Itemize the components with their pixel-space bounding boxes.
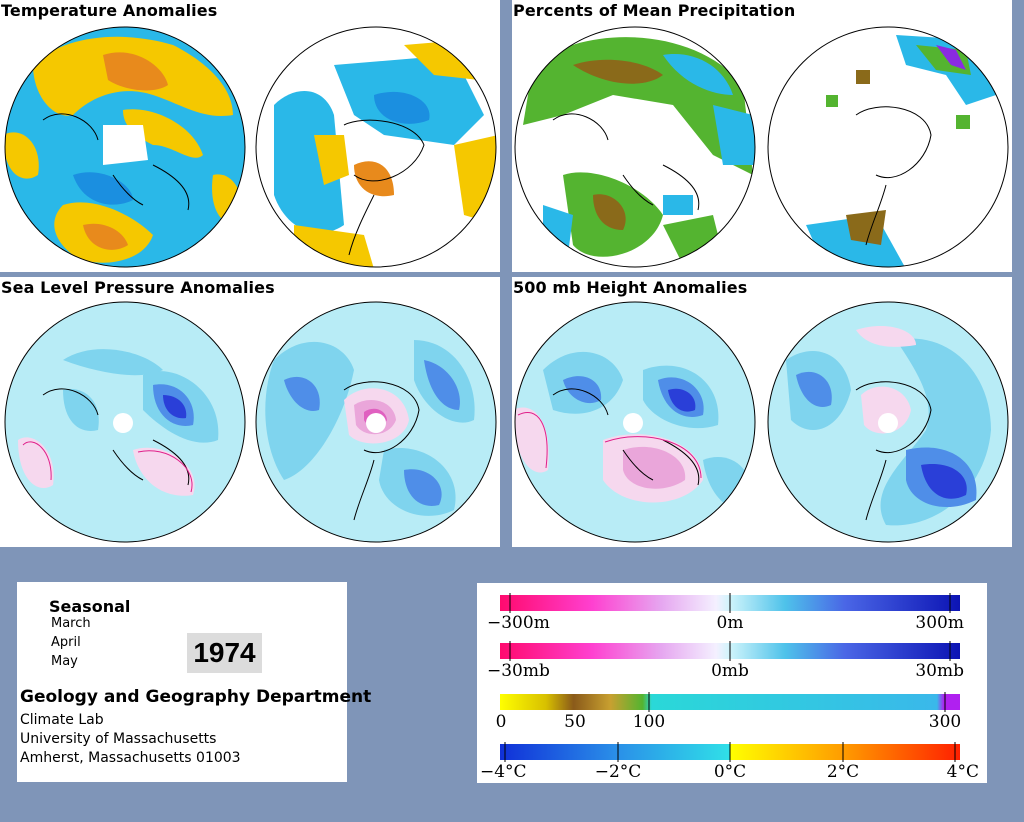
department: Geology and Geography Department	[20, 687, 372, 707]
precip-50-label: 50	[564, 712, 586, 732]
globe-northern-hemisphere	[4, 26, 246, 268]
season-heading: Seasonal	[49, 597, 131, 616]
globe-northern-hemisphere	[4, 301, 246, 543]
month-2: April	[51, 635, 81, 650]
temp-min-label: −4°C	[480, 762, 527, 782]
panel-title: 500 mb Height Anomalies	[512, 277, 752, 299]
temperature-panel: Temperature Anomalies	[0, 0, 500, 272]
legend-box: −300m 0m 300m −30mb 0mb 30mb 0 50 100 30…	[477, 583, 987, 783]
color-scales: −300m 0m 300m −30mb 0mb 30mb 0 50 100 30…	[480, 593, 979, 782]
panel-title: Temperature Anomalies	[0, 0, 222, 22]
globe-northern-hemisphere	[514, 26, 756, 268]
precip-300-label: 300	[929, 712, 961, 732]
lab: Climate Lab	[20, 712, 104, 728]
precip-100-label: 100	[633, 712, 665, 732]
height-max-label: 300m	[915, 613, 964, 633]
temp-scale	[500, 742, 960, 762]
sea-level-pressure-panel: Sea Level Pressure Anomalies	[0, 277, 500, 547]
address: Amherst, Massachusetts 01003	[20, 750, 241, 766]
university: University of Massachusetts	[20, 731, 217, 747]
panel-title: Sea Level Pressure Anomalies	[0, 277, 279, 299]
height-500mb-panel: 500 mb Height Anomalies	[512, 277, 1012, 547]
pressure-scale	[500, 641, 960, 661]
height-min-label: −300m	[487, 613, 550, 633]
pressure-min-label: −30mb	[487, 661, 550, 681]
precip-scale	[500, 692, 960, 712]
globe-northern-hemisphere	[514, 301, 756, 543]
month-3: May	[51, 654, 78, 669]
temp-neg2-label: −2°C	[595, 762, 642, 782]
month-1: March	[51, 616, 91, 631]
precipitation-panel: Percents of Mean Precipitation	[512, 0, 1012, 272]
pressure-mid-label: 0mb	[711, 661, 749, 681]
globe-southern-hemisphere	[767, 301, 1009, 543]
temp-zero-label: 0°C	[714, 762, 746, 782]
pressure-max-label: 30mb	[915, 661, 964, 681]
year-label: 1974	[187, 633, 262, 673]
height-mid-label: 0m	[717, 613, 744, 633]
globe-southern-hemisphere	[255, 26, 497, 268]
height-scale	[500, 593, 960, 613]
globe-southern-hemisphere	[255, 301, 497, 543]
panel-title: Percents of Mean Precipitation	[512, 0, 800, 22]
info-box: Seasonal March April May 1974 Geology an…	[17, 582, 371, 782]
precip-0-label: 0	[496, 712, 507, 732]
temp-pos2-label: 2°C	[827, 762, 859, 782]
globe-southern-hemisphere	[767, 26, 1009, 268]
temp-max-label: 4°C	[947, 762, 979, 782]
